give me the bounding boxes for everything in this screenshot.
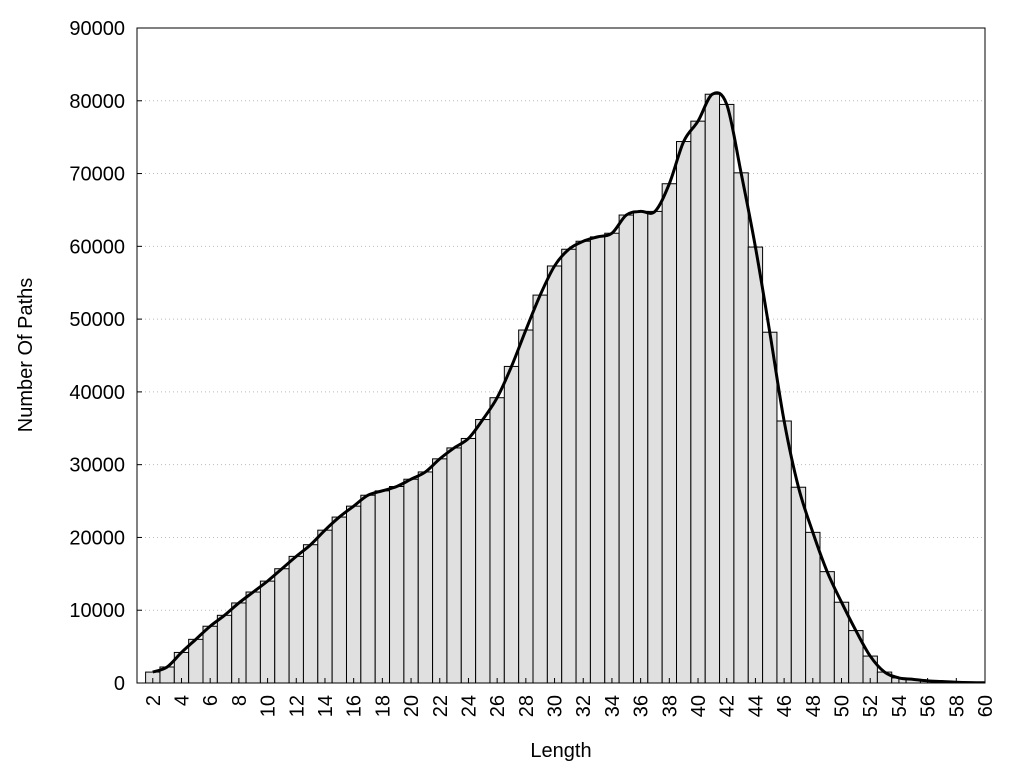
bar	[776, 420, 792, 683]
x-tick-label: 22	[430, 695, 452, 717]
x-tick-label: 28	[516, 695, 538, 717]
bar	[202, 625, 218, 683]
bar	[417, 471, 434, 683]
plot-area	[137, 91, 985, 683]
x-tick-label: 4	[171, 695, 193, 706]
y-tick-label: 10000	[69, 600, 125, 622]
bar	[331, 516, 347, 683]
x-tick-label: 20	[401, 695, 423, 717]
bar	[245, 591, 261, 683]
bar	[747, 246, 764, 683]
x-tick-label: 26	[487, 695, 509, 717]
bar	[216, 614, 233, 683]
y-tick-label: 70000	[69, 164, 125, 186]
y-tick-label: 30000	[69, 455, 125, 477]
x-tick-label: 14	[315, 695, 337, 717]
bar	[518, 329, 534, 683]
bar	[561, 248, 577, 683]
bar	[188, 638, 204, 683]
x-tick-label: 44	[745, 695, 767, 717]
trend-curve	[152, 91, 985, 683]
bar	[345, 505, 362, 683]
bar	[288, 555, 304, 683]
bar	[575, 240, 591, 683]
y-tick-label: 90000	[69, 18, 125, 40]
x-tick-label: 16	[344, 695, 366, 717]
x-tick-label: 10	[258, 695, 280, 717]
bar	[733, 172, 749, 683]
bar	[259, 580, 276, 683]
y-tick-label: 0	[114, 673, 125, 695]
x-tick-label: 50	[832, 695, 854, 717]
x-tick-label: 56	[918, 695, 940, 717]
x-tick-label: 24	[458, 695, 480, 717]
bar	[274, 568, 290, 683]
bar	[302, 544, 319, 683]
x-tick-label: 30	[545, 695, 567, 717]
bar	[661, 183, 678, 683]
bar	[403, 478, 419, 683]
x-axis-label: Length	[530, 740, 591, 762]
bar	[389, 486, 405, 683]
bar	[647, 210, 663, 683]
bar	[460, 437, 477, 683]
bar	[317, 529, 333, 683]
x-tick-label: 18	[372, 695, 394, 717]
x-tick-label: 42	[717, 695, 739, 717]
bar	[819, 571, 835, 683]
x-tick-label: 2	[143, 695, 165, 706]
x-tick-label: 8	[229, 695, 251, 706]
x-tick-label: 38	[659, 695, 681, 717]
bar	[231, 602, 247, 683]
bar	[790, 486, 807, 683]
bar	[690, 120, 706, 683]
bar	[360, 494, 376, 683]
x-tick-label: 46	[774, 695, 796, 717]
x-tick-label: 6	[200, 695, 222, 706]
y-tick-label: 80000	[69, 91, 125, 113]
bar	[762, 331, 778, 683]
y-axis-label: Number Of Paths	[15, 278, 37, 433]
x-tick-label: 34	[602, 695, 624, 717]
bar	[589, 236, 606, 683]
y-tick-label: 60000	[69, 236, 125, 258]
y-tick-label: 20000	[69, 527, 125, 549]
x-tick-label: 40	[688, 695, 710, 717]
x-tick-label: 48	[803, 695, 825, 717]
x-tick-label: 36	[631, 695, 653, 717]
x-tick-label: 32	[573, 695, 595, 717]
bar	[618, 214, 634, 683]
bar	[805, 531, 821, 683]
bar	[489, 397, 505, 683]
plot-frame	[136, 27, 986, 684]
bar	[604, 232, 620, 683]
bar	[676, 141, 692, 683]
bar	[546, 265, 563, 683]
x-tick-label: 12	[286, 695, 308, 717]
bar	[432, 458, 448, 683]
x-tick-label: 52	[860, 695, 882, 717]
y-tick-label: 50000	[69, 309, 125, 331]
bar	[475, 419, 491, 683]
bar	[532, 294, 548, 683]
bar	[719, 103, 735, 683]
bar	[446, 447, 462, 683]
x-tick-label: 54	[889, 695, 911, 717]
bar	[704, 93, 721, 683]
bar	[632, 210, 649, 683]
x-tick-label: 58	[946, 695, 968, 717]
x-tick-label: 60	[975, 695, 997, 717]
bar	[374, 490, 391, 683]
bar	[503, 365, 520, 683]
y-tick-label: 40000	[69, 382, 125, 404]
